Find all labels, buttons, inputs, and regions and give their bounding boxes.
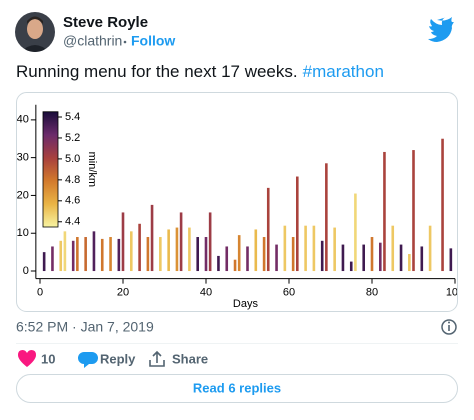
bar: [109, 237, 112, 272]
bar: [262, 237, 266, 272]
share-icon[interactable]: [149, 350, 165, 367]
bar: [379, 242, 382, 272]
bar: [63, 231, 67, 272]
bar: [84, 237, 87, 272]
bar: [204, 237, 208, 272]
bar: [383, 151, 386, 272]
chart: 0 10 20 30 40 0 20 40 60 80 100 Days 4.4 4.6 4.8 5.0 5.2…: [17, 104, 464, 310]
bar: [362, 244, 365, 272]
bar: [449, 248, 453, 272]
bar: [117, 238, 121, 272]
bar: [188, 227, 191, 272]
bar: [254, 229, 258, 272]
x-tick-label: 0: [37, 287, 43, 299]
bar: [296, 176, 299, 272]
bar: [150, 204, 154, 272]
bar: [420, 246, 424, 272]
bar: [146, 237, 150, 272]
x-tick-label: 80: [366, 287, 378, 299]
bar: [266, 187, 270, 272]
bar: [130, 231, 133, 272]
tweet-text: Running menu for the next 17 weeks. #mara…: [16, 62, 384, 81]
timestamp[interactable]: 6:52 PM · Jan 7, 2019: [16, 319, 154, 335]
y-tick-label: 30: [17, 152, 29, 164]
colorbar-tick-label: 4.8: [65, 174, 80, 186]
colorbar-tick-label: 4.6: [65, 195, 80, 207]
x-tick-label: 40: [200, 287, 212, 299]
bar: [237, 235, 241, 272]
y-tick-label: 40: [17, 114, 29, 126]
author-name[interactable]: Steve Royle: [63, 14, 148, 31]
x-tick-label: 100: [446, 287, 464, 299]
bar: [92, 231, 96, 272]
follow-link[interactable]: Follow: [131, 33, 175, 49]
bar: [283, 225, 287, 272]
bar: [208, 212, 212, 272]
read-replies-label[interactable]: Read 6 replies: [193, 380, 281, 395]
separator-dot: [123, 40, 127, 44]
share-button[interactable]: Share: [172, 351, 208, 366]
twitter-logo[interactable]: [428, 17, 454, 42]
bar: [291, 237, 295, 272]
colorbar-label: min/km: [86, 152, 98, 187]
bar: [51, 246, 54, 272]
bar: [325, 163, 328, 272]
y-tick-label: 10: [17, 227, 29, 239]
bar: [179, 212, 183, 272]
bar: [71, 240, 75, 272]
x-tick-label: 60: [283, 287, 295, 299]
bar: [167, 229, 170, 272]
bar: [121, 212, 125, 272]
bar: [159, 237, 162, 272]
colorbar-tick-label: 4.4: [65, 216, 80, 228]
media-frame[interactable]: [16, 92, 458, 312]
colorbar-tick-label: 5.4: [65, 111, 80, 123]
colorbar: [42, 111, 59, 228]
bar: [76, 237, 79, 272]
y-tick-label: 0: [23, 265, 29, 277]
bar: [59, 240, 63, 272]
bar: [225, 246, 229, 272]
bar: [246, 246, 249, 272]
colorbar-tick-label: 5.0: [65, 153, 80, 165]
x-axis-label: Days: [233, 298, 259, 310]
bar: [42, 252, 46, 272]
bar: [196, 237, 199, 272]
bar: [441, 138, 444, 272]
bar: [370, 237, 374, 272]
bar: [341, 244, 345, 272]
bar: [312, 225, 316, 272]
bar: [391, 225, 395, 272]
bar: [100, 238, 104, 272]
read-replies-button[interactable]: [16, 374, 458, 403]
bar: [233, 259, 237, 272]
bar: [320, 240, 324, 272]
reply-icon[interactable]: [78, 352, 98, 368]
y-tick-label: 20: [17, 189, 29, 201]
author-handle[interactable]: @clathrin: [63, 33, 122, 49]
reply-button[interactable]: Reply: [100, 351, 136, 366]
tweet-body: Running menu for the next 17 weeks.: [16, 62, 298, 81]
info-icon[interactable]: [441, 319, 457, 335]
bar: [428, 225, 432, 272]
bar: [349, 261, 353, 272]
hashtag[interactable]: #marathon: [303, 62, 384, 81]
like-count[interactable]: 10: [41, 351, 55, 366]
colorbar-tick-label: 5.2: [65, 132, 80, 144]
bar: [304, 225, 307, 272]
bar: [138, 223, 141, 272]
like-icon[interactable]: [18, 350, 36, 367]
bar: [399, 244, 403, 272]
bar: [217, 255, 220, 272]
bar: [175, 227, 179, 272]
bar: [275, 244, 278, 272]
x-tick-label: 20: [117, 287, 129, 299]
bar: [354, 193, 357, 272]
bar: [408, 254, 411, 272]
bar: [333, 227, 336, 272]
bar: [412, 150, 415, 272]
avatar[interactable]: [15, 12, 55, 54]
